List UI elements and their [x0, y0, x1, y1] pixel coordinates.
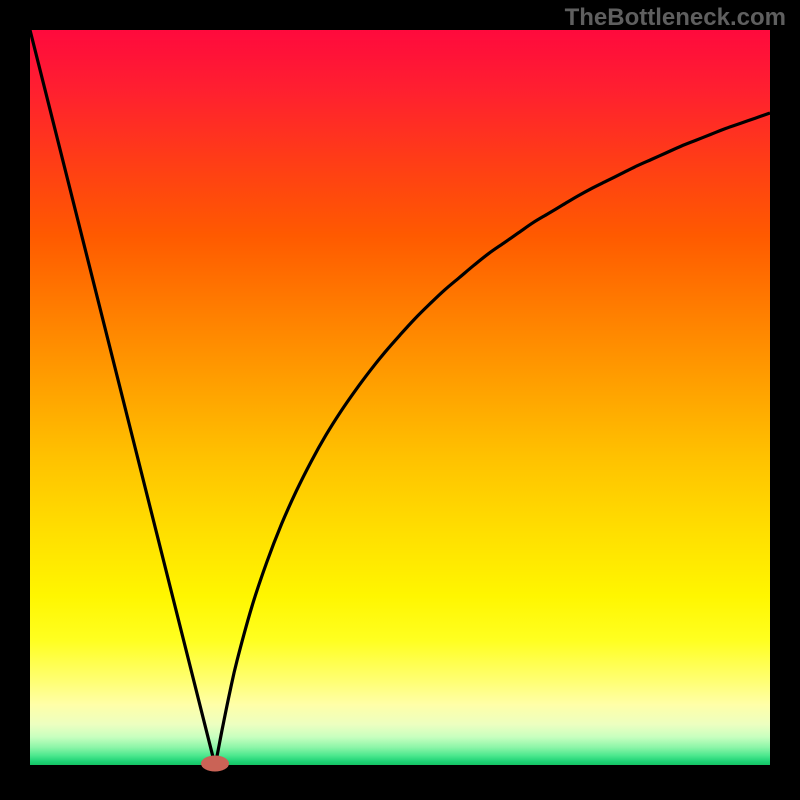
chart-background — [30, 30, 770, 765]
sweet-spot-marker — [201, 756, 229, 772]
watermark-label: TheBottleneck.com — [565, 4, 786, 32]
